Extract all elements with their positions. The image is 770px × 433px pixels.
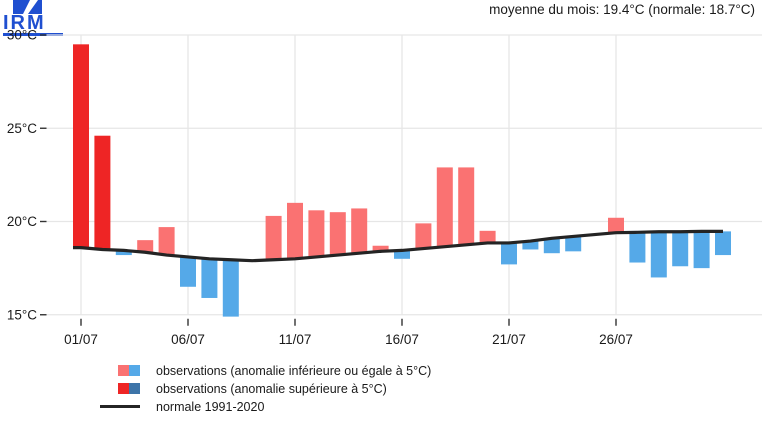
x-tick-label: 01/07 xyxy=(64,332,98,347)
bar-day-10 xyxy=(265,215,282,260)
legend: observations (anomalie inférieure ou éga… xyxy=(100,362,431,415)
bar-day-16 xyxy=(394,250,410,259)
bar-day-8 xyxy=(222,259,239,317)
bar-day-6 xyxy=(180,256,196,287)
bar-day-20 xyxy=(479,230,496,243)
y-tick-label: 25°C xyxy=(7,121,37,136)
bar-day-29 xyxy=(672,231,689,267)
bar-day-1 xyxy=(73,44,89,248)
bar-day-26 xyxy=(608,217,624,233)
bar-day-7 xyxy=(201,258,218,298)
bar-day-11 xyxy=(287,202,303,259)
bar-day-22 xyxy=(522,241,539,250)
legend-line-icon xyxy=(100,405,140,408)
chart-area: 30°C 25°C 20°C 15°C 01/07 06/07 11/07 16/07 21/0… xyxy=(7,28,762,347)
bar-day-23 xyxy=(543,238,560,254)
x-tick-label: 26/07 xyxy=(599,332,633,347)
bar-day-15 xyxy=(372,245,389,252)
bar-day-17 xyxy=(415,223,432,249)
x-tick-label: 21/07 xyxy=(492,332,526,347)
irm-flag-icon xyxy=(13,0,42,14)
x-tick-label: 11/07 xyxy=(279,332,312,347)
legend-color-swatch xyxy=(118,365,129,376)
legend-swatch-icon xyxy=(100,383,140,394)
y-tick-label: 15°C xyxy=(7,307,37,322)
bar-day-24 xyxy=(565,236,582,252)
monthly-summary-text: moyenne du mois: 19.4°C (normale: 18.7°C… xyxy=(489,2,755,17)
temperature-chart: 30°C 25°C 20°C 15°C 01/07 06/07 11/07 16/07 21/0… xyxy=(7,28,762,347)
bar-day-30 xyxy=(693,231,710,269)
legend-label: normale 1991-2020 xyxy=(156,399,265,414)
legend-color-swatch xyxy=(129,383,140,394)
normal-line xyxy=(73,229,723,263)
bar-day-4 xyxy=(137,240,154,253)
bar-day-3 xyxy=(115,250,132,256)
bar-day-12 xyxy=(308,210,325,257)
x-tick-label: 16/07 xyxy=(385,332,419,347)
legend-item-2: normale 1991-2020 xyxy=(100,398,431,415)
x-tick-label: 06/07 xyxy=(171,332,205,347)
irm-logo: IRM xyxy=(3,0,63,36)
legend-item-1: observations (anomalie supérieure à 5°C) xyxy=(100,380,431,397)
bar-day-2 xyxy=(94,135,111,250)
legend-label: observations (anomalie inférieure ou éga… xyxy=(156,363,432,378)
bar-day-28 xyxy=(650,231,667,278)
y-tick-label: 20°C xyxy=(7,214,37,229)
bar-day-13 xyxy=(329,212,346,256)
legend-label: observations (anomalie supérieure à 5°C) xyxy=(156,381,387,396)
irm-logo-text: IRM xyxy=(3,13,63,36)
bar-day-27 xyxy=(629,232,646,263)
bar-day-21 xyxy=(501,242,517,265)
legend-color-swatch xyxy=(129,365,140,376)
bar-day-14 xyxy=(351,208,368,254)
y-tick-label: 30°C xyxy=(7,28,37,43)
bar-day-31 xyxy=(715,231,731,256)
bar-day-5 xyxy=(158,227,175,256)
bar-day-18 xyxy=(436,167,453,247)
legend-swatch-icon xyxy=(100,365,140,376)
bar-day-19 xyxy=(458,167,475,245)
legend-item-0: observations (anomalie inférieure ou éga… xyxy=(100,362,431,379)
legend-line-swatch xyxy=(100,405,140,408)
legend-color-swatch xyxy=(118,383,129,394)
